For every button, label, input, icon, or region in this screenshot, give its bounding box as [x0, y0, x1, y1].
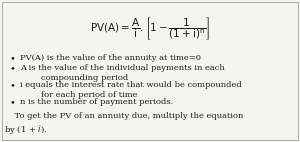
Text: To get the PV of an annuity due, multiply the equation
by (1 + $i$).: To get the PV of an annuity due, multipl…	[4, 112, 243, 136]
Text: i equals the interest rate that would be compounded
        for each period of t: i equals the interest rate that would be…	[20, 81, 242, 99]
Text: •: •	[9, 81, 15, 90]
Text: $\mathrm{PV(A)=\dfrac{A}{i}.\left[1-\dfrac{1}{(1+i)^{n}}\right]}$: $\mathrm{PV(A)=\dfrac{A}{i}.\left[1-\dfr…	[90, 16, 210, 42]
Text: A is the value of the individual payments in each
        compounding period: A is the value of the individual payment…	[20, 64, 225, 82]
Text: n is the number of payment periods.: n is the number of payment periods.	[20, 98, 173, 106]
FancyBboxPatch shape	[2, 2, 298, 140]
Text: •: •	[9, 64, 15, 73]
Text: •: •	[9, 98, 15, 107]
Text: PV(A) is the value of the annuity at time=0: PV(A) is the value of the annuity at tim…	[20, 54, 201, 62]
Text: •: •	[9, 54, 15, 63]
